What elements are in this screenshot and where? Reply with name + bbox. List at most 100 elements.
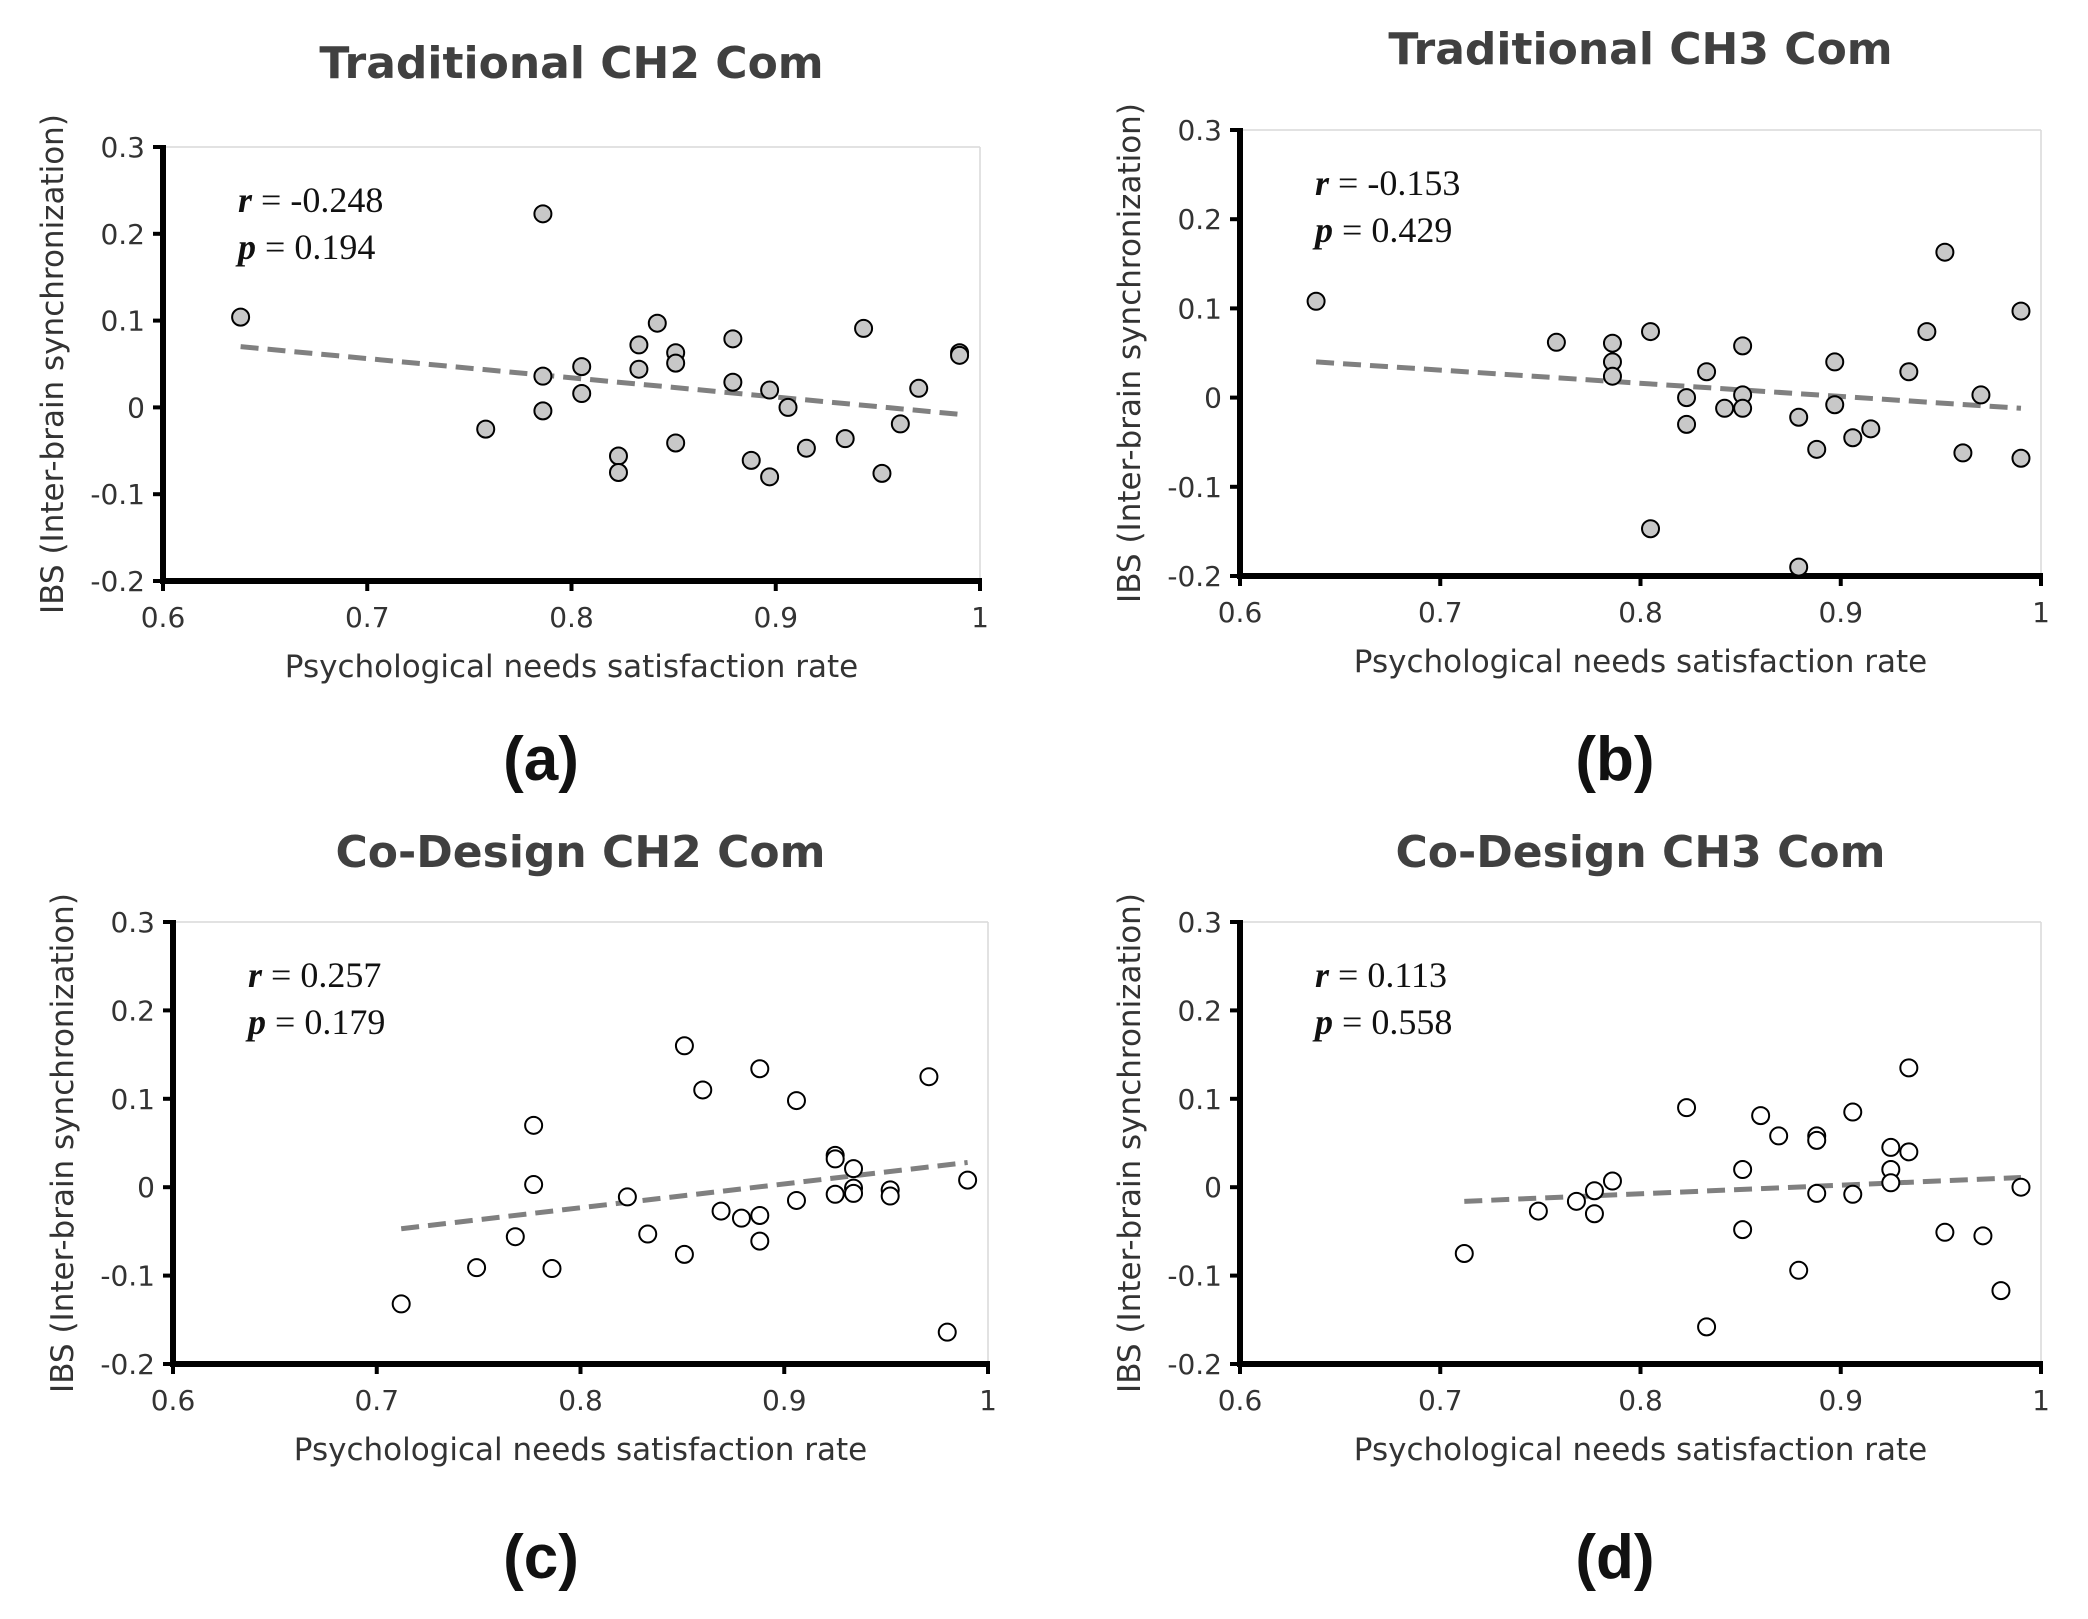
- data-point: [1769, 1126, 1789, 1146]
- y-tick-label: 0.2: [1177, 994, 1222, 1027]
- data-point: [1715, 398, 1735, 418]
- chart-panel-c: -0.2 -0.1 0 0.1 0.2 0.3 0.6 0.7 0.8 0.9 1 Co-Design…: [45, 827, 997, 1592]
- data-point: [1641, 322, 1661, 342]
- data-point: [608, 463, 628, 482]
- data-point: [872, 463, 892, 483]
- data-point: [750, 1059, 770, 1079]
- chart-panel-b: -0.2 -0.1 0 0.1 0.2 0.3 0.6 0.7 0.8 0.9 1 Tradition…: [1112, 24, 2050, 794]
- stat-r-symbol: r: [1315, 955, 1330, 995]
- data-point: [723, 329, 743, 349]
- stat-p-symbol: p: [1312, 210, 1333, 250]
- stat-r-equals: =: [1329, 163, 1367, 203]
- stat-p-symbol: p: [1312, 1002, 1333, 1042]
- y-axis-label: IBS (Inter-brain synchronization): [45, 893, 81, 1393]
- data-point: [958, 1170, 978, 1190]
- y-tick-label: 0.3: [1177, 906, 1222, 939]
- stat-p-equals: =: [256, 227, 294, 267]
- y-tick-label: 0.2: [1177, 203, 1222, 236]
- stat-r-equals: =: [252, 180, 290, 220]
- data-point: [617, 1187, 637, 1207]
- stat-r-value: -0.153: [1367, 163, 1460, 203]
- trendline: [1315, 359, 2022, 411]
- chart-title: Co-Design CH2 Com: [336, 827, 826, 878]
- data-point: [693, 1080, 713, 1100]
- data-point: [919, 1067, 939, 1087]
- y-tick-label: -0.1: [100, 1260, 155, 1293]
- data-point: [825, 1149, 845, 1169]
- data-point: [1971, 385, 1991, 405]
- data-point: [1641, 519, 1661, 539]
- data-point: [1306, 291, 1326, 311]
- stat-r-value: -0.248: [290, 180, 383, 220]
- data-point: [1751, 1106, 1771, 1126]
- x-tick-label: 0.9: [1818, 1384, 1863, 1417]
- data-point: [572, 384, 592, 404]
- data-point: [1789, 1260, 1809, 1280]
- y-tick-label: -0.2: [1167, 560, 1222, 593]
- y-tick-label: 0.3: [100, 131, 145, 164]
- x-tick-label: 1: [979, 1384, 997, 1417]
- data-point: [1677, 1098, 1697, 1118]
- stat-p-symbol: p: [245, 1002, 266, 1042]
- stat-r-symbol: r: [1315, 163, 1330, 203]
- data-point: [1697, 1317, 1717, 1337]
- chart-panel-d: -0.2 -0.1 0 0.1 0.2 0.3 0.6 0.7 0.8 0.9 1 Co-Design…: [1112, 827, 2050, 1592]
- x-tick-label: 0.8: [1618, 596, 1663, 629]
- data-point: [1881, 1137, 1901, 1157]
- data-point: [1935, 242, 1955, 262]
- stat-p-value: 0.429: [1371, 210, 1452, 250]
- x-tick-label: 0.7: [345, 601, 390, 634]
- data-point: [711, 1201, 731, 1221]
- data-point: [524, 1115, 544, 1135]
- stat-p-value: 0.194: [294, 227, 375, 267]
- y-tick-label: -0.1: [90, 478, 145, 511]
- data-point: [825, 1184, 845, 1204]
- stat-p-value: 0.558: [1371, 1002, 1452, 1042]
- x-axis-label: Psychological needs satisfaction rate: [285, 649, 858, 685]
- data-point: [666, 353, 686, 373]
- chart-title: Co-Design CH3 Com: [1396, 827, 1886, 878]
- trendline: [1464, 1174, 2022, 1204]
- data-point: [1843, 1184, 1863, 1204]
- data-point: [844, 1183, 864, 1203]
- data-point: [741, 450, 761, 470]
- data-point: [674, 1244, 694, 1264]
- data-point: [844, 1159, 864, 1179]
- data-point: [542, 1259, 562, 1279]
- panel-label: (a): [503, 725, 579, 794]
- x-tick-label: 1: [971, 601, 989, 634]
- data-point: [1899, 1142, 1919, 1162]
- data-point: [666, 433, 686, 453]
- data-point: [1881, 1173, 1901, 1193]
- data-point: [674, 1036, 694, 1056]
- data-point: [1697, 362, 1717, 382]
- data-point: [1807, 439, 1827, 459]
- data-point: [1546, 332, 1566, 352]
- data-point: [231, 307, 251, 327]
- y-tick-label: -0.2: [90, 565, 145, 598]
- x-axis-label: Psychological needs satisfaction rate: [1354, 644, 1927, 680]
- chart-panel-a: -0.2 -0.1 0 0.1 0.2 0.3 0.6 0.7 0.8 0.9 1 Tradition…: [35, 38, 989, 794]
- stat-r-value: 0.257: [300, 955, 381, 995]
- data-point: [1677, 388, 1697, 408]
- stat-p-symbol: p: [235, 227, 256, 267]
- data-point: [937, 1322, 957, 1342]
- data-point: [1789, 407, 1809, 427]
- y-tick-label: 0: [1204, 1171, 1222, 1204]
- data-point: [1733, 1220, 1753, 1240]
- data-point: [2011, 448, 2031, 468]
- data-point: [1602, 1171, 1622, 1191]
- y-tick-label: 0.3: [1177, 114, 1222, 147]
- data-point: [608, 446, 628, 466]
- x-tick-label: 0.6: [151, 1384, 196, 1417]
- data-point: [750, 1231, 770, 1251]
- x-tick-label: 1: [2032, 596, 2050, 629]
- y-tick-label: 0: [137, 1171, 155, 1204]
- stat-p-line: p = 0.194: [235, 227, 375, 267]
- data-point: [786, 1190, 806, 1210]
- x-tick-label: 0.8: [549, 601, 594, 634]
- data-point: [1861, 419, 1881, 439]
- stat-r-line: r = 0.257: [248, 955, 381, 995]
- stat-p-line: p = 0.558: [1312, 1002, 1452, 1042]
- x-tick-label: 0.7: [1418, 1384, 1463, 1417]
